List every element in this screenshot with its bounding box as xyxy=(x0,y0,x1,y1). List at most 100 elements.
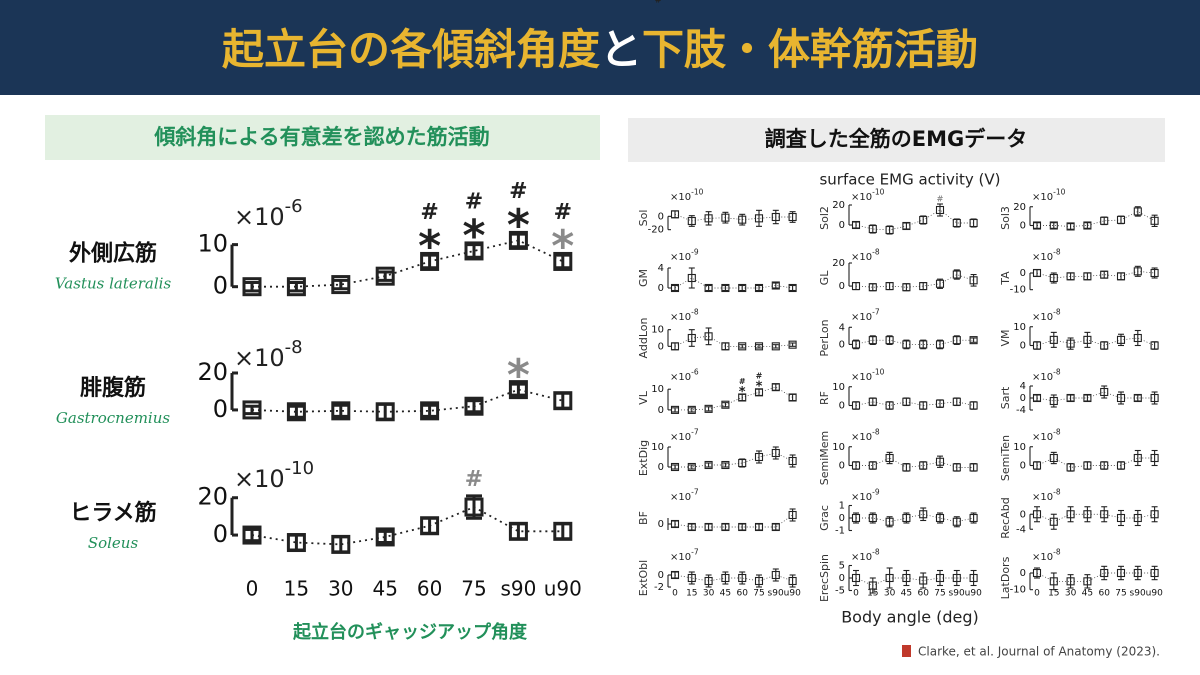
x-tick-label: 75 xyxy=(461,577,486,601)
data-point xyxy=(868,581,877,590)
data-point xyxy=(952,270,961,279)
error-bar xyxy=(772,209,779,225)
y-tick-label: -5 xyxy=(835,586,845,597)
data-point xyxy=(885,225,894,235)
scale-base: ×10 xyxy=(851,252,872,263)
scale-exponent: -7 xyxy=(691,548,699,557)
scale-exponent: -8 xyxy=(285,337,303,358)
x-axis-title: 起立台のギャッジアップ角度 xyxy=(292,621,528,643)
data-line xyxy=(855,339,974,345)
data-point xyxy=(1032,510,1042,519)
error-bar xyxy=(739,344,746,349)
scale-label: ×10-9 xyxy=(851,488,880,504)
error-bar xyxy=(869,335,876,345)
data-point xyxy=(738,283,747,293)
title-part: 下肢・体幹筋活動 xyxy=(642,25,978,74)
data-point xyxy=(1133,393,1142,403)
scale-exponent: -9 xyxy=(872,488,880,497)
data-point xyxy=(754,388,764,397)
significance-mark: * xyxy=(462,211,485,262)
data-point xyxy=(969,401,978,410)
error-bar xyxy=(510,522,527,541)
data-line xyxy=(1036,572,1155,582)
error-bar xyxy=(332,403,349,418)
significance-mark: # xyxy=(554,200,572,225)
error-bar xyxy=(672,464,678,470)
data-point xyxy=(902,283,911,292)
error-bar xyxy=(903,463,910,472)
data-point xyxy=(771,570,780,580)
significance-mark: # xyxy=(655,0,662,5)
y-tick-label: 0 xyxy=(1020,509,1026,520)
data-point xyxy=(242,400,262,420)
data-point xyxy=(687,573,696,583)
data-point xyxy=(935,513,945,523)
error-bar xyxy=(869,461,876,470)
error-bar xyxy=(1101,506,1108,523)
scale-base: ×10 xyxy=(851,552,872,563)
y-tick-label: 4 xyxy=(658,263,664,274)
data-line xyxy=(675,452,793,468)
error-bar xyxy=(903,222,910,230)
error-bar xyxy=(937,339,943,350)
data-point xyxy=(687,216,696,226)
error-bar xyxy=(789,454,796,468)
x-tick-label: 45 xyxy=(720,589,731,599)
error-bar xyxy=(920,572,927,589)
muscle-label: SemiTen xyxy=(999,435,1012,481)
error-bar xyxy=(853,401,859,410)
error-bar xyxy=(244,280,260,293)
error-bar xyxy=(756,209,762,227)
x-tick-label: u90 xyxy=(544,577,582,601)
x-tick-label: s90u90 xyxy=(949,589,983,599)
error-bar xyxy=(332,535,349,554)
data-point xyxy=(1150,510,1159,519)
x-tick-label: 75 xyxy=(1115,589,1126,599)
muscle-label: ErecSpin xyxy=(818,554,831,602)
scale-label: ×10-8 xyxy=(670,308,699,324)
data-point xyxy=(508,521,528,541)
data-point xyxy=(1032,568,1042,578)
significance-mark: # xyxy=(465,190,483,215)
significance-mark: # xyxy=(756,372,763,381)
data-point xyxy=(969,276,978,285)
error-bar xyxy=(1134,565,1141,581)
error-bar xyxy=(920,215,927,225)
y-tick-label: 10 xyxy=(832,442,845,453)
scale-base: ×10 xyxy=(670,192,691,203)
data-point xyxy=(771,281,780,290)
data-point xyxy=(1049,517,1058,526)
data-point xyxy=(885,282,894,291)
scale-label: ×10-10 xyxy=(234,458,314,493)
x-tick-label: s90u90 xyxy=(768,589,802,599)
muscle-label: Sol3 xyxy=(999,206,1012,230)
data-point xyxy=(687,273,696,283)
data-point xyxy=(935,457,945,466)
data-point xyxy=(331,401,351,421)
data-line xyxy=(1036,457,1155,468)
error-bar xyxy=(288,404,305,419)
error-bar xyxy=(688,407,695,413)
scale-label: ×10-8 xyxy=(851,248,880,264)
error-bar xyxy=(421,516,438,535)
error-bar xyxy=(1151,341,1158,350)
data-point xyxy=(1049,221,1058,230)
scale-base: ×10 xyxy=(670,252,691,263)
data-point xyxy=(464,396,484,416)
data-point xyxy=(1066,510,1075,519)
data-point xyxy=(464,241,484,261)
data-point xyxy=(704,404,713,413)
error-bar xyxy=(1050,572,1057,591)
scale-base: ×10 xyxy=(670,492,691,503)
error-bar xyxy=(1118,272,1124,281)
error-bar xyxy=(789,508,796,522)
scale-base: ×10 xyxy=(851,372,872,383)
scale-label: ×10-9 xyxy=(670,248,699,264)
data-point xyxy=(721,573,730,583)
data-point xyxy=(919,461,928,470)
error-bar xyxy=(853,569,859,587)
error-bar xyxy=(1050,222,1057,229)
error-bar xyxy=(1084,272,1091,281)
data-point xyxy=(1049,453,1058,463)
error-bar xyxy=(1151,506,1158,523)
